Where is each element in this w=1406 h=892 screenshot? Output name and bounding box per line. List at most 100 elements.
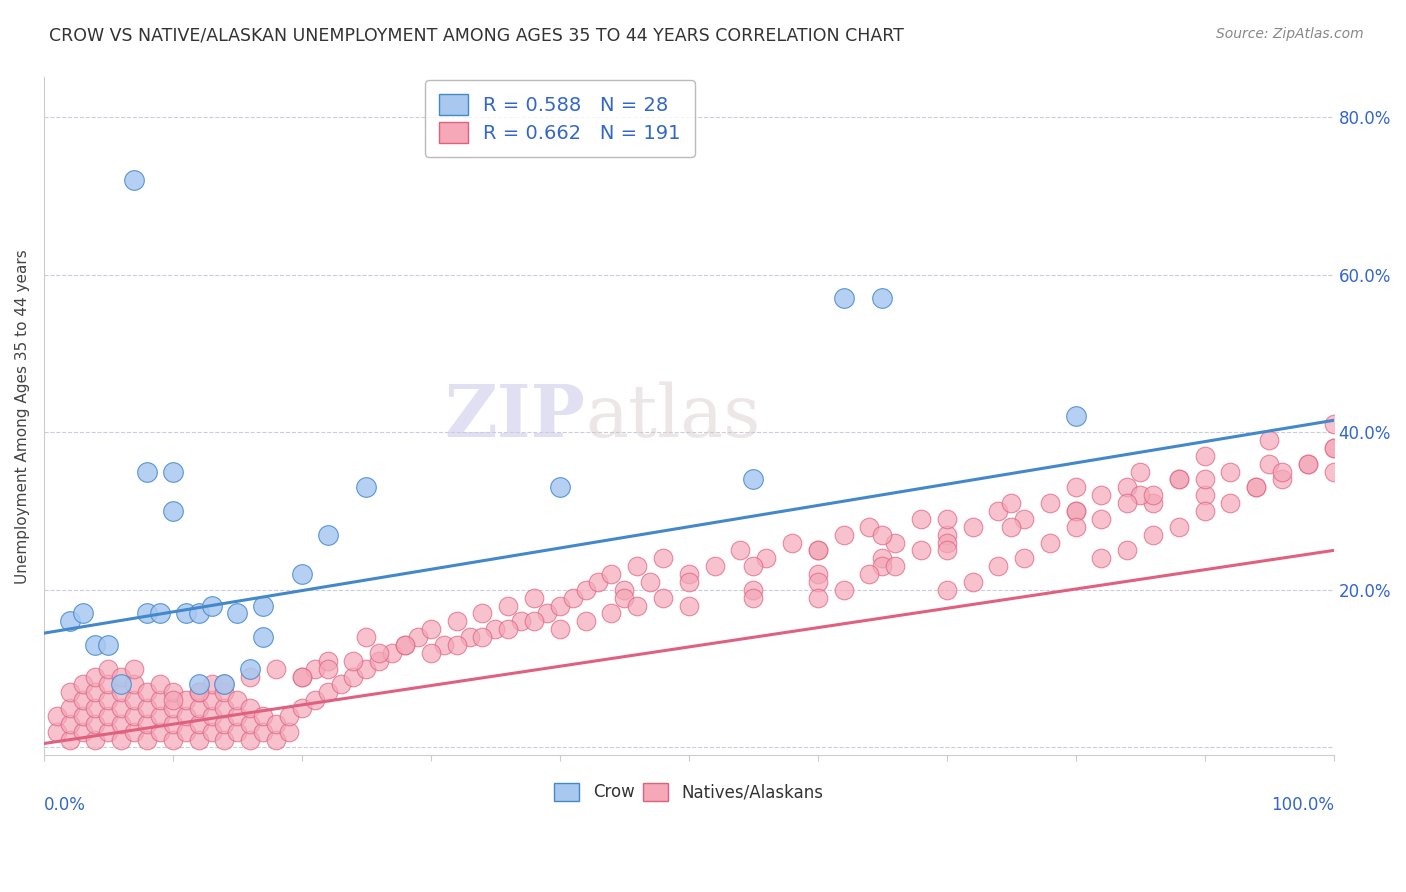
Point xyxy=(433,638,456,652)
Point xyxy=(755,551,778,566)
Point xyxy=(187,701,209,715)
Point xyxy=(1323,441,1346,455)
Point xyxy=(1090,488,1112,502)
Point xyxy=(149,693,172,707)
Point xyxy=(239,732,262,747)
Point xyxy=(342,654,364,668)
Point xyxy=(316,654,339,668)
Point xyxy=(884,535,907,549)
Point xyxy=(935,535,957,549)
Point xyxy=(1258,433,1281,447)
Point xyxy=(1000,520,1022,534)
Point xyxy=(122,173,145,187)
Point xyxy=(1129,488,1152,502)
Point xyxy=(935,527,957,541)
Point xyxy=(136,716,159,731)
Point xyxy=(910,543,932,558)
Point xyxy=(291,567,314,582)
Point xyxy=(84,701,107,715)
Point xyxy=(149,709,172,723)
Point xyxy=(807,574,830,589)
Point xyxy=(678,567,700,582)
Point xyxy=(264,662,287,676)
Point xyxy=(264,716,287,731)
Point xyxy=(84,638,107,652)
Point xyxy=(419,622,441,636)
Point xyxy=(1090,512,1112,526)
Point xyxy=(548,480,571,494)
Point xyxy=(471,607,494,621)
Point xyxy=(174,607,197,621)
Point xyxy=(484,622,506,636)
Point xyxy=(72,677,94,691)
Point xyxy=(252,599,274,613)
Point xyxy=(122,693,145,707)
Point xyxy=(84,685,107,699)
Point xyxy=(1323,441,1346,455)
Point xyxy=(870,527,893,541)
Point xyxy=(72,709,94,723)
Y-axis label: Unemployment Among Ages 35 to 44 years: Unemployment Among Ages 35 to 44 years xyxy=(15,249,30,583)
Point xyxy=(870,291,893,305)
Point xyxy=(626,599,648,613)
Point xyxy=(962,574,984,589)
Point xyxy=(239,662,262,676)
Legend: Crow, Natives/Alaskans: Crow, Natives/Alaskans xyxy=(548,776,830,808)
Point xyxy=(356,662,378,676)
Point xyxy=(1167,520,1189,534)
Point xyxy=(832,527,855,541)
Point xyxy=(600,607,623,621)
Point xyxy=(329,677,352,691)
Point xyxy=(136,607,159,621)
Point xyxy=(110,716,132,731)
Point xyxy=(1258,457,1281,471)
Point xyxy=(110,685,132,699)
Point xyxy=(1000,496,1022,510)
Point xyxy=(1064,409,1087,424)
Point xyxy=(59,615,82,629)
Point xyxy=(742,582,765,597)
Point xyxy=(149,677,172,691)
Text: 0.0%: 0.0% xyxy=(44,796,86,814)
Point xyxy=(252,630,274,644)
Point xyxy=(1039,535,1062,549)
Point xyxy=(278,724,301,739)
Point xyxy=(1129,465,1152,479)
Point xyxy=(97,724,120,739)
Point xyxy=(316,662,339,676)
Point xyxy=(1271,473,1294,487)
Point xyxy=(1167,473,1189,487)
Point xyxy=(264,732,287,747)
Point xyxy=(368,654,391,668)
Point xyxy=(214,701,236,715)
Point xyxy=(548,599,571,613)
Point xyxy=(239,716,262,731)
Point xyxy=(574,582,596,597)
Point xyxy=(807,567,830,582)
Point xyxy=(304,693,326,707)
Point xyxy=(1219,465,1241,479)
Point xyxy=(45,709,67,723)
Point xyxy=(226,607,249,621)
Point xyxy=(97,638,120,652)
Point xyxy=(1064,504,1087,518)
Text: ZIP: ZIP xyxy=(444,381,585,452)
Point xyxy=(1194,449,1216,463)
Point xyxy=(72,724,94,739)
Point xyxy=(1012,512,1035,526)
Point xyxy=(1219,496,1241,510)
Point xyxy=(987,559,1010,574)
Point xyxy=(780,535,803,549)
Point xyxy=(200,724,222,739)
Point xyxy=(162,701,184,715)
Point xyxy=(536,607,558,621)
Point xyxy=(742,591,765,605)
Point xyxy=(807,543,830,558)
Point xyxy=(613,591,636,605)
Point xyxy=(84,669,107,683)
Point xyxy=(1244,480,1267,494)
Point xyxy=(110,677,132,691)
Point xyxy=(419,646,441,660)
Point xyxy=(291,669,314,683)
Point xyxy=(59,685,82,699)
